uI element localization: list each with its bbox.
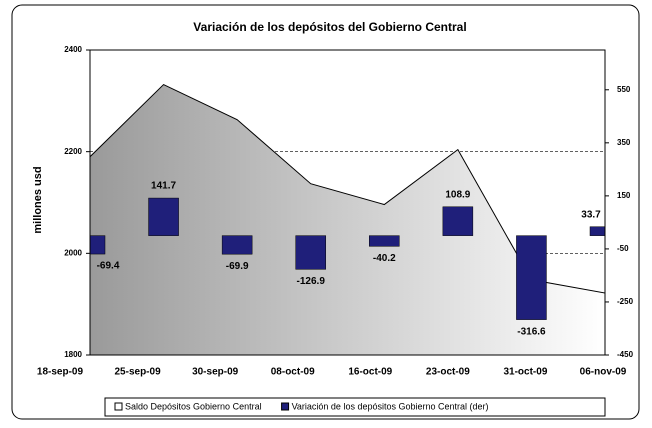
y2-tick-label: 350 bbox=[617, 138, 631, 147]
x-tick-label: 08-oct-09 bbox=[271, 367, 315, 378]
bar bbox=[295, 235, 326, 270]
legend-label: Variación de los depósitos Gobierno Cent… bbox=[292, 401, 489, 411]
y-tick-label: 1800 bbox=[64, 350, 82, 359]
bar bbox=[516, 235, 547, 320]
y2-tick-label: -250 bbox=[617, 297, 634, 306]
legend-swatch bbox=[114, 402, 123, 411]
chart-title: Variación de los depósitos del Gobierno … bbox=[193, 20, 466, 34]
bar bbox=[148, 197, 179, 236]
x-tick-label: 30-sep-09 bbox=[192, 367, 239, 378]
data-label: -316.6 bbox=[517, 326, 546, 337]
data-label: 141.7 bbox=[151, 181, 176, 192]
bar bbox=[89, 235, 106, 255]
bar bbox=[221, 235, 253, 255]
x-tick-label: 16-oct-09 bbox=[348, 367, 392, 378]
y2-tick-label: 150 bbox=[617, 191, 631, 200]
y-axis-label: millones usd bbox=[32, 166, 44, 233]
bar bbox=[442, 206, 474, 236]
data-label: 108.9 bbox=[445, 189, 470, 200]
y2-tick-label: 550 bbox=[617, 85, 631, 94]
y2-tick-label: -450 bbox=[617, 350, 634, 359]
bar bbox=[589, 226, 606, 236]
legend-label: Saldo Depósitos Gobierno Central bbox=[125, 401, 262, 411]
y-tick-label: 2400 bbox=[64, 45, 82, 54]
y-tick-label: 2200 bbox=[64, 147, 82, 156]
x-tick-label: 23-oct-09 bbox=[426, 367, 470, 378]
legend bbox=[104, 397, 606, 417]
x-tick-label: 25-sep-09 bbox=[115, 367, 162, 378]
y-tick-label: 2000 bbox=[64, 248, 82, 257]
legend-swatch bbox=[281, 402, 290, 411]
data-label: 33.7 bbox=[581, 209, 601, 220]
data-label: -69.9 bbox=[226, 261, 249, 272]
y2-tick-label: -50 bbox=[617, 244, 629, 253]
bar bbox=[369, 235, 400, 247]
data-label: -126.9 bbox=[297, 276, 326, 287]
x-tick-label: 06-nov-09 bbox=[580, 367, 627, 378]
x-tick-label: 31-oct-09 bbox=[503, 367, 547, 378]
data-label: -69.4 bbox=[97, 261, 120, 272]
data-label: -40.2 bbox=[373, 253, 396, 264]
plot-border bbox=[89, 49, 606, 356]
x-tick-label: 18-sep-09 bbox=[37, 367, 84, 378]
